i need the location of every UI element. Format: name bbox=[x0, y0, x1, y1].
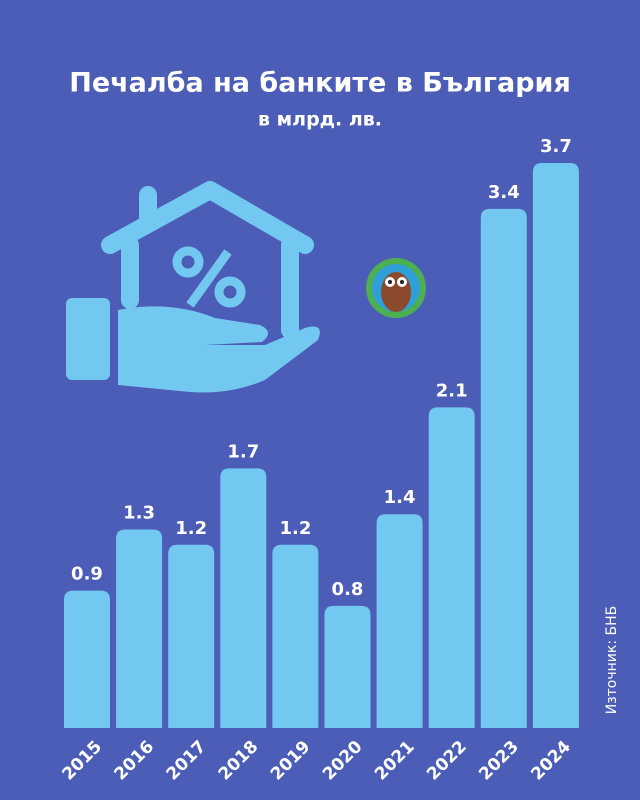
bar bbox=[376, 514, 423, 728]
chart-subtitle: в млрд. лв. bbox=[258, 109, 382, 131]
bar bbox=[324, 605, 371, 728]
hand-icon bbox=[66, 298, 320, 393]
value-label: 2.1 bbox=[436, 380, 468, 401]
source-note: Източник: БНБ bbox=[604, 606, 620, 715]
percent-icon bbox=[172, 246, 246, 308]
value-label: 1.7 bbox=[227, 441, 259, 462]
value-label: 3.7 bbox=[540, 136, 572, 157]
value-label: 1.4 bbox=[384, 487, 416, 508]
bar bbox=[64, 590, 110, 728]
chart-title: Печалба на банките в България bbox=[69, 68, 571, 99]
value-label: 0.9 bbox=[71, 564, 103, 585]
value-label: 0.8 bbox=[332, 579, 364, 600]
bar bbox=[428, 407, 475, 728]
value-label: 1.2 bbox=[175, 518, 207, 539]
bar bbox=[480, 208, 527, 728]
house-icon bbox=[101, 181, 314, 339]
bar bbox=[168, 544, 215, 728]
value-label: 3.4 bbox=[488, 182, 520, 203]
owl-logo bbox=[366, 258, 426, 318]
bar bbox=[116, 529, 163, 728]
value-label: 1.2 bbox=[279, 518, 311, 539]
bar bbox=[272, 544, 319, 728]
bar bbox=[220, 468, 267, 728]
value-label: 1.3 bbox=[123, 502, 155, 523]
bar bbox=[532, 163, 579, 728]
